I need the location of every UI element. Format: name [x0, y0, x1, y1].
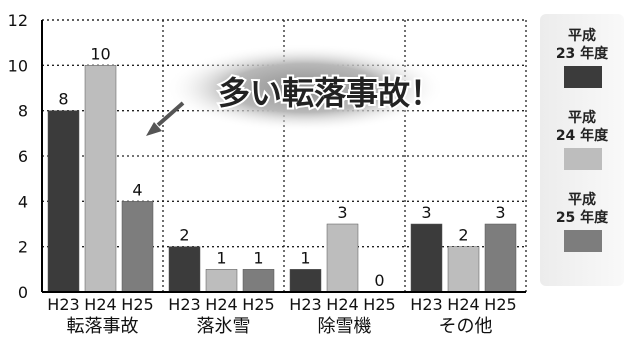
bar: [410, 223, 443, 293]
y-tick-label: 4: [18, 192, 28, 211]
x-sub-label: H24: [326, 295, 358, 314]
legend-label: 平成 23 年度: [556, 27, 609, 62]
x-category-label: 転落事故: [67, 316, 139, 337]
x-category-label: 落氷雪: [197, 316, 251, 337]
legend-swatch: [564, 66, 602, 88]
data-label: 4: [132, 180, 142, 199]
legend-swatch: [564, 230, 602, 252]
bars: [47, 65, 517, 293]
y-tick-label: 2: [18, 238, 28, 257]
data-label: 10: [90, 44, 110, 63]
data-label: 0: [374, 271, 384, 290]
bar: [121, 201, 154, 293]
data-label: 3: [421, 203, 431, 222]
annotation-text: 多い転落事故！: [218, 74, 442, 112]
x-sub-label: H25: [484, 295, 516, 314]
x-sub-label: H25: [242, 295, 274, 314]
legend-swatch: [564, 148, 602, 170]
bar: [447, 246, 480, 293]
y-tick-label: 12: [8, 11, 28, 30]
annotation: 多い転落事故！: [146, 72, 444, 136]
data-label: 2: [458, 226, 468, 245]
x-sub-label: H23: [289, 295, 321, 314]
x-labels: H23 H24 H25 転落事故 H23 H24 H25 落氷雪 H23 H24 H25 除雪機 H23…: [47, 295, 516, 337]
x-sub-label: H25: [121, 295, 153, 314]
x-category-label: その他: [439, 316, 493, 337]
bar: [168, 246, 201, 293]
data-label: 1: [253, 248, 263, 267]
data-label: 1: [300, 248, 310, 267]
data-labels: 8 10 4 2 1 1 1 3 0 3 2 3: [58, 44, 505, 290]
x-category-label: 除雪機: [318, 316, 372, 337]
y-tick-label: 0: [18, 283, 28, 302]
x-sub-label: H24: [205, 295, 237, 314]
data-label: 1: [216, 248, 226, 267]
bar: [326, 223, 359, 293]
data-label: 8: [58, 90, 68, 109]
axes: [41, 20, 526, 293]
x-sub-label: H25: [363, 295, 395, 314]
x-sub-label: H23: [410, 295, 442, 314]
data-label: 3: [337, 203, 347, 222]
x-sub-label: H24: [84, 295, 116, 314]
y-tick-label: 6: [18, 147, 28, 166]
y-ticks: 0 2 4 6 8 10 12: [8, 11, 28, 302]
arrow-icon: [146, 101, 185, 136]
legend-label: 平成 25 年度: [556, 191, 609, 226]
legend-label: 平成 24 年度: [556, 109, 609, 144]
bar: [84, 65, 117, 293]
data-label: 3: [495, 203, 505, 222]
bar: [484, 223, 517, 293]
x-sub-label: H23: [168, 295, 200, 314]
data-label: 2: [179, 226, 189, 245]
x-sub-label: H24: [447, 295, 479, 314]
bar: [205, 269, 238, 293]
x-sub-label: H23: [47, 295, 79, 314]
bar: [47, 110, 80, 293]
y-tick-label: 8: [18, 102, 28, 121]
bar: [242, 269, 275, 293]
bar: [289, 269, 322, 293]
annotation-cloud: [165, 44, 445, 132]
y-tick-label: 10: [8, 56, 28, 75]
